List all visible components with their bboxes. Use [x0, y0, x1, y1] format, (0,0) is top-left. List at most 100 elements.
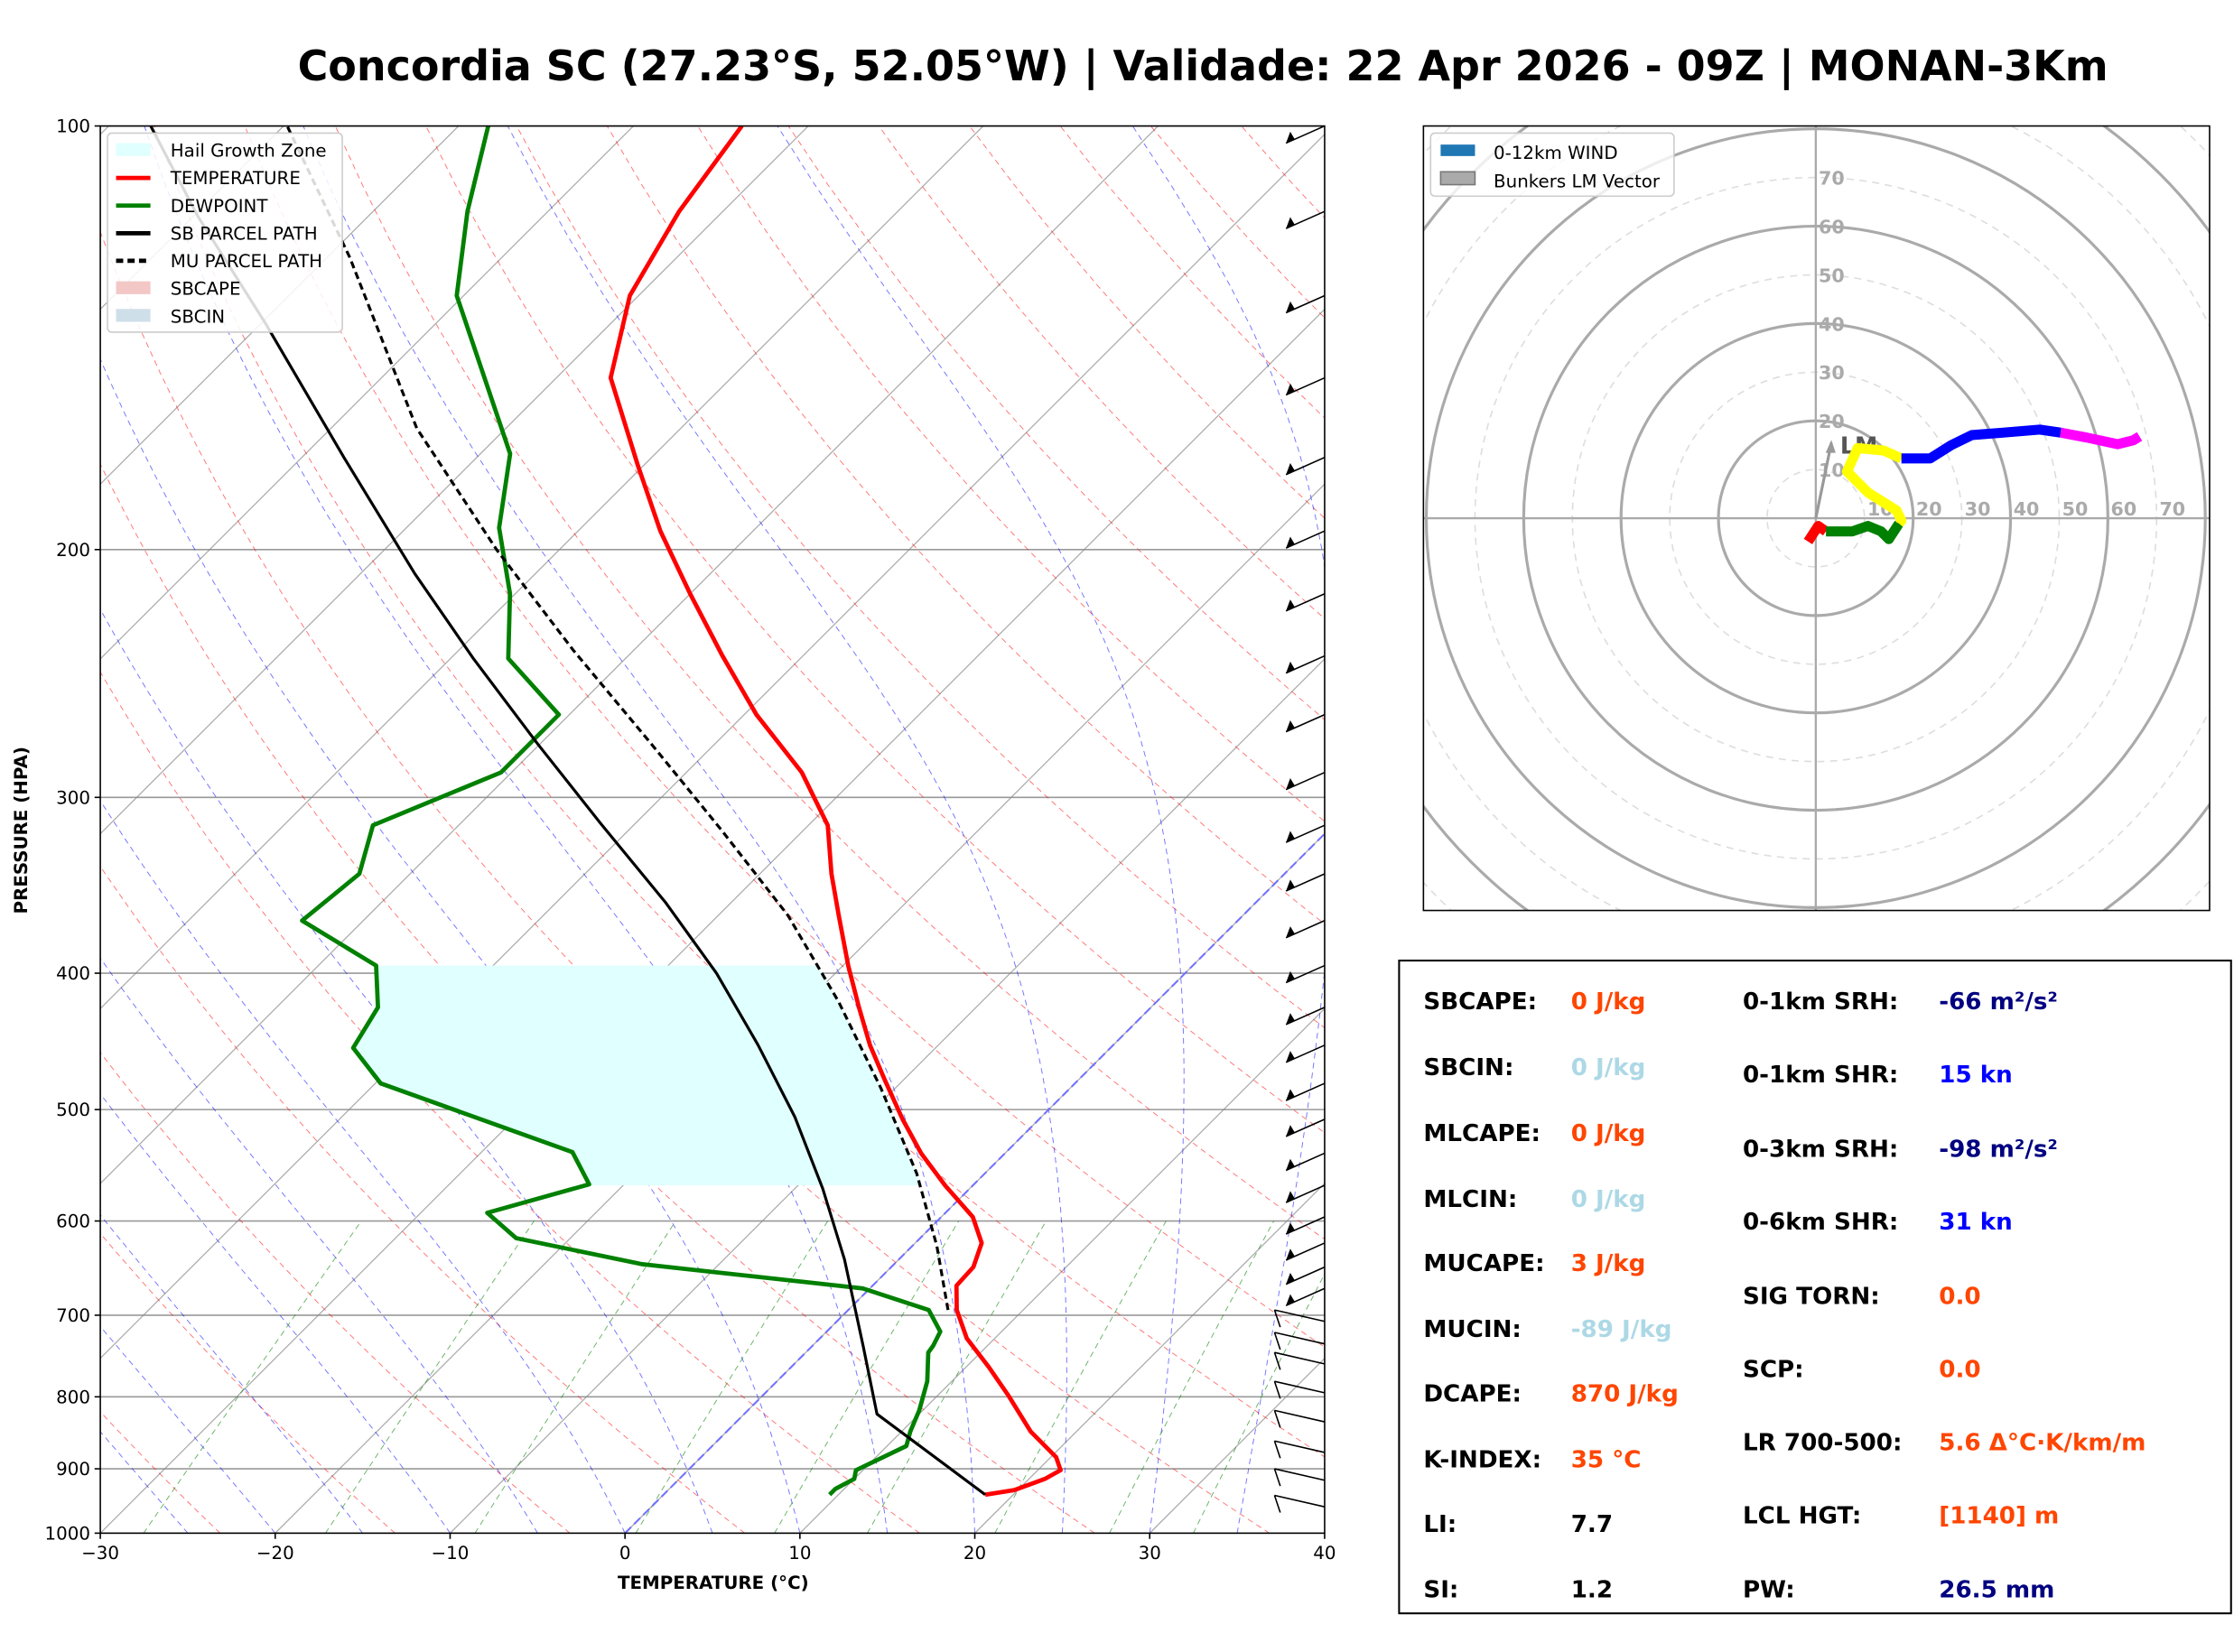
hodograph-segment [1901, 424, 2062, 464]
wind-barb [1285, 376, 1326, 396]
mixing-ratio-line [994, 1220, 1167, 1534]
barb-staff [1285, 1216, 1326, 1235]
stat-value: 0 J/kg [1571, 1120, 1646, 1147]
y-tick-label: 1000 [45, 1524, 90, 1545]
figure-title: Concordia SC (27.23°S, 52.05°W) | Valida… [298, 42, 2108, 91]
barb-staff [1285, 1266, 1326, 1285]
bunkers-lm-arrowhead [1825, 440, 1836, 453]
barb-staff [1285, 1287, 1326, 1307]
isotherm [100, 125, 460, 486]
ring-label-y: 40 [1819, 313, 1845, 335]
x-axis-label: TEMPERATURE (°C) [618, 1573, 809, 1593]
isotherm [799, 1007, 1325, 1534]
isotherm [974, 1183, 1325, 1534]
wind-barb [1285, 1242, 1326, 1261]
dry-adiabat [100, 1052, 571, 1534]
mixing-ratio-line [867, 1220, 1047, 1534]
barb-flag [1286, 131, 1295, 144]
x-tick-label: 30 [1139, 1543, 1161, 1564]
mixing-ratio-line [143, 1220, 362, 1534]
stat-label: PW: [1743, 1577, 1795, 1604]
hodograph-segment [1826, 520, 1904, 544]
ring-label-x: 20 [1916, 498, 1942, 520]
barb-staff [1274, 1440, 1326, 1453]
y-tick-label: 700 [56, 1305, 90, 1326]
stat-value: 3 J/kg [1571, 1250, 1646, 1277]
dry-adiabat [244, 125, 1325, 1348]
isotherm [100, 125, 1159, 1184]
barb-staff [1274, 1468, 1326, 1481]
wind-barb [1285, 964, 1326, 984]
wind-barb [1285, 824, 1326, 843]
ring-label-x: 40 [2014, 498, 2040, 520]
legend-label: SBCAPE [171, 279, 241, 300]
mixing-ratio-line [774, 1220, 960, 1534]
legend-label: Hail Growth Zone [171, 141, 327, 162]
stat-value: -66 m²/s² [1939, 988, 2058, 1016]
isotherm [100, 125, 634, 660]
wind-barb [1285, 593, 1326, 612]
wind-barb [1273, 1380, 1326, 1399]
wind-barb [1285, 1118, 1326, 1137]
barb-staff [1285, 593, 1326, 612]
wind-barb [1273, 1351, 1326, 1370]
wind-barb [1285, 920, 1326, 939]
y-tick-label: 500 [56, 1100, 90, 1120]
y-tick-label: 900 [56, 1459, 90, 1480]
wind-barb [1285, 210, 1326, 229]
wind-barb [1285, 1216, 1326, 1235]
barb-flag [1286, 1248, 1295, 1260]
hail-growth-zone [353, 965, 920, 1186]
ring-label-x: 60 [2111, 498, 2137, 520]
skew-t-legend: Hail Growth Zone TEMPERATURE DEWPOINT SB PA… [107, 132, 343, 333]
isotherm [275, 483, 1325, 1534]
legend-label: DEWPOINT [171, 196, 269, 217]
barb-staff [1285, 376, 1326, 396]
wind-barb [1285, 1044, 1326, 1063]
mixing-ratio-line [635, 1220, 829, 1534]
legend-label-wind: 0-12km WIND [1494, 143, 1618, 163]
barb-feather [1273, 1332, 1281, 1350]
barb-flag [1286, 879, 1295, 892]
stat-value: -98 m²/s² [1939, 1136, 2058, 1163]
ring-label-x: 30 [1965, 498, 1991, 520]
stat-label: MUCAPE: [1423, 1250, 1544, 1277]
barb-flag [1286, 719, 1295, 732]
wind-barb [1273, 1440, 1326, 1459]
stat-label: 0-3km SRH: [1743, 1136, 1898, 1163]
sb-parcel-path-line [149, 125, 987, 1496]
stat-label: K-INDEX: [1423, 1446, 1541, 1473]
wind-barb [1273, 1309, 1326, 1328]
barb-staff [1274, 1409, 1326, 1423]
wind-barb [1285, 1184, 1326, 1203]
stat-label: LI: [1423, 1511, 1457, 1538]
barb-flag [1286, 926, 1295, 938]
barb-flag [1286, 599, 1295, 611]
y-tick-label: 200 [56, 540, 90, 561]
dry-adiabat [516, 125, 1325, 1029]
moist-adiabat [100, 1431, 189, 1534]
x-tick-label: 10 [788, 1543, 811, 1564]
stat-value: [1140] m [1939, 1502, 2059, 1529]
stat-value: 7.7 [1571, 1511, 1613, 1538]
barb-staff [1285, 210, 1326, 229]
barb-flag [1286, 536, 1295, 549]
barb-flag [1286, 1158, 1295, 1171]
legend-swatch-lm [1439, 171, 1476, 186]
barb-feather [1273, 1309, 1281, 1328]
barb-feather [1273, 1380, 1281, 1399]
stat-label: 0-1km SRH: [1743, 988, 1898, 1016]
stat-value: 35 °C [1571, 1446, 1642, 1473]
legend-swatch [116, 281, 151, 294]
ring-label-y: 60 [1819, 216, 1845, 237]
hodograph-frame [1422, 125, 2211, 912]
wind-barb [1285, 1082, 1326, 1101]
barb-flag [1286, 383, 1295, 395]
legend-swatch [116, 143, 151, 156]
wind-barb [1285, 1152, 1326, 1172]
barb-flag [1286, 1272, 1295, 1285]
stat-label: MUCIN: [1423, 1316, 1522, 1343]
wind-barb [1273, 1468, 1326, 1487]
dry-adiabat [334, 125, 1325, 1240]
